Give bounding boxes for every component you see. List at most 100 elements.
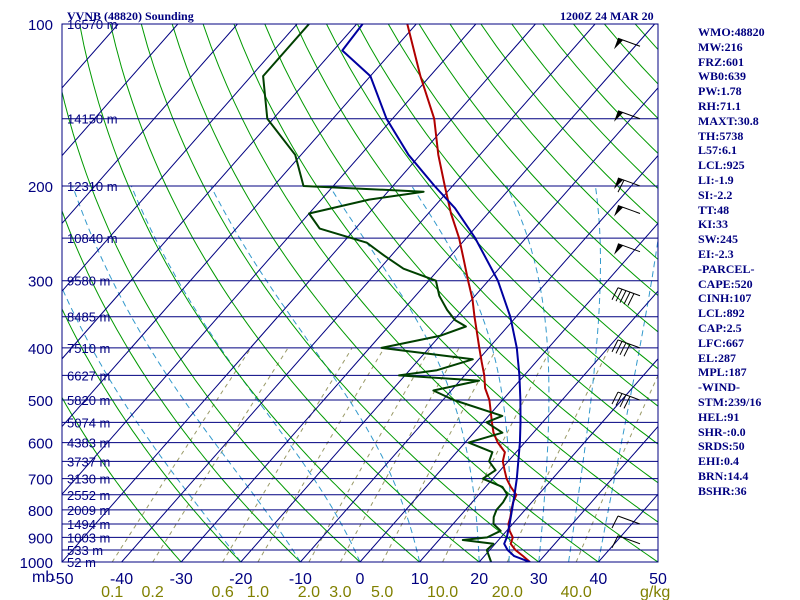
wind-barb-flag (611, 339, 619, 353)
pressure-tick-label: 100 (28, 17, 53, 34)
height-label: 1003 m (67, 530, 110, 545)
pressure-tick-label: 700 (28, 472, 53, 489)
wind-barb-shaft (617, 535, 641, 545)
index-item: SW:245 (698, 232, 739, 247)
index-item: CAP:2.5 (698, 320, 742, 335)
mixing-ratio-tick-label: 2.0 (298, 584, 320, 600)
index-item: STM:239/16 (698, 394, 762, 409)
pressure-tick-label: 300 (28, 274, 53, 291)
isotherm-line (62, 24, 477, 496)
height-label: 5074 m (67, 415, 110, 430)
height-label: 3130 m (67, 472, 110, 487)
index-item: BRN:14.4 (698, 468, 749, 483)
pressure-tick-label: 500 (28, 393, 53, 410)
index-item: EL:287 (698, 350, 737, 365)
isotherm-line (359, 222, 658, 562)
pressure-unit-label: mb (32, 569, 54, 586)
mixing-ratio-line (575, 374, 658, 562)
mixing-ratio-tick-label: 1.0 (247, 584, 269, 600)
pressure-tick-label: 600 (28, 436, 53, 453)
temperature-line (406, 24, 531, 562)
temperature-tick-labels: -50 -40 -30 -20 -10 0 10 20 30 40 50 (50, 571, 667, 588)
isobars (62, 24, 658, 562)
moist-adiabat-line (506, 185, 550, 562)
dry-adiabat-line (171, 24, 599, 562)
mixing-ratio-unit-label: g/kg (640, 584, 670, 600)
isotherms (62, 24, 658, 562)
isotherm-line (121, 24, 596, 562)
parcel-line (341, 24, 531, 562)
mixing-ratio-tick-label: 20.0 (492, 584, 523, 600)
wind-barb-shaft (617, 177, 641, 187)
pressure-tick-labels: 100 200 300 400 500 600 700 800 900 1000 (20, 17, 53, 572)
index-item: WMO:48820 (698, 25, 765, 39)
height-label: 5820 m (67, 393, 110, 408)
index-item: SRDS:50 (698, 439, 745, 454)
index-item: LCL:925 (698, 158, 745, 173)
dry-adiabat-line (79, 24, 420, 562)
isotherm-line (62, 24, 417, 428)
height-label: 7510 m (67, 341, 110, 356)
index-item: -WIND- (698, 380, 740, 395)
temperature-tick-label: -20 (229, 571, 252, 588)
index-item: SI:-2.2 (698, 187, 733, 202)
isotherm-line (62, 24, 238, 225)
plot-border (61, 23, 659, 563)
wind-barb-flag (623, 344, 631, 357)
index-item: PW:1.78 (698, 84, 742, 99)
wind-barb-flag (619, 394, 627, 408)
height-label: 1494 m (67, 517, 110, 532)
index-item: LCL:892 (698, 306, 745, 321)
wind-barb-shaft (617, 37, 641, 47)
wind-barb-shaft (617, 243, 641, 253)
index-item: L57:6.1 (698, 143, 737, 158)
wind-barb-shaft (617, 110, 641, 120)
dewpoint-line (262, 24, 509, 562)
mixing-ratio-line (257, 347, 385, 562)
isotherm-line (478, 358, 658, 562)
index-item: LI:-1.9 (698, 172, 734, 187)
wind-barb-flag (619, 290, 627, 303)
height-label: 6627 m (67, 368, 110, 383)
height-label: 533 m (67, 543, 103, 558)
height-label: 4383 m (67, 436, 110, 451)
height-label: 3737 m (67, 454, 110, 469)
wind-barb-flag (611, 515, 619, 529)
plot-frame (61, 23, 659, 563)
mixing-ratio-tick-label: 0.6 (212, 584, 234, 600)
isotherm-line (62, 24, 298, 292)
wind-barb-flag (619, 342, 627, 356)
height-label: 12310 m (67, 179, 118, 194)
chart-title: VVNB (48820) Sounding (67, 9, 194, 23)
moist-adiabats (62, 185, 658, 562)
height-label: 14150 m (67, 112, 118, 127)
temperature-tick-label: 40 (590, 571, 608, 588)
mixing-ratio-line (339, 347, 460, 562)
isotherm-line (419, 290, 658, 562)
height-label: 10840 m (67, 231, 118, 246)
wind-barb-flag (623, 291, 631, 305)
pressure-tick-label: 800 (28, 503, 53, 520)
wind-barb-pennant (614, 177, 623, 189)
wind-barb-flag (615, 393, 623, 406)
dry-adiabat-line (62, 209, 301, 562)
wind-barb-flag (611, 287, 619, 300)
wind-barb-flag (611, 535, 619, 549)
index-item: EI:-2.3 (698, 246, 734, 261)
height-label: 16570 m (67, 17, 118, 32)
temperature-tick-label: 50 (649, 571, 667, 588)
mixing-ratio-tick-labels: 0.1 0.2 0.6 1.0 2.0 3.0 5.0 10.0 20.0 40.0 (101, 584, 592, 600)
index-item: KI:33 (698, 217, 728, 232)
height-label: 52 m (67, 555, 96, 570)
index-item: BSHR:36 (698, 483, 747, 498)
temperature-tick-label: 20 (470, 571, 488, 588)
isotherm-line (300, 154, 658, 562)
index-item: SHR-:0.0 (698, 424, 746, 439)
pressure-tick-label: 900 (28, 530, 53, 547)
moist-adiabat-line (597, 236, 658, 562)
temperature-tick-label: 10 (411, 571, 429, 588)
mixing-ratio-lines (111, 347, 658, 562)
temperature-tick-label: 0 (356, 571, 365, 588)
index-item: MW:216 (698, 39, 743, 54)
wind-barb-pennant (614, 205, 623, 217)
